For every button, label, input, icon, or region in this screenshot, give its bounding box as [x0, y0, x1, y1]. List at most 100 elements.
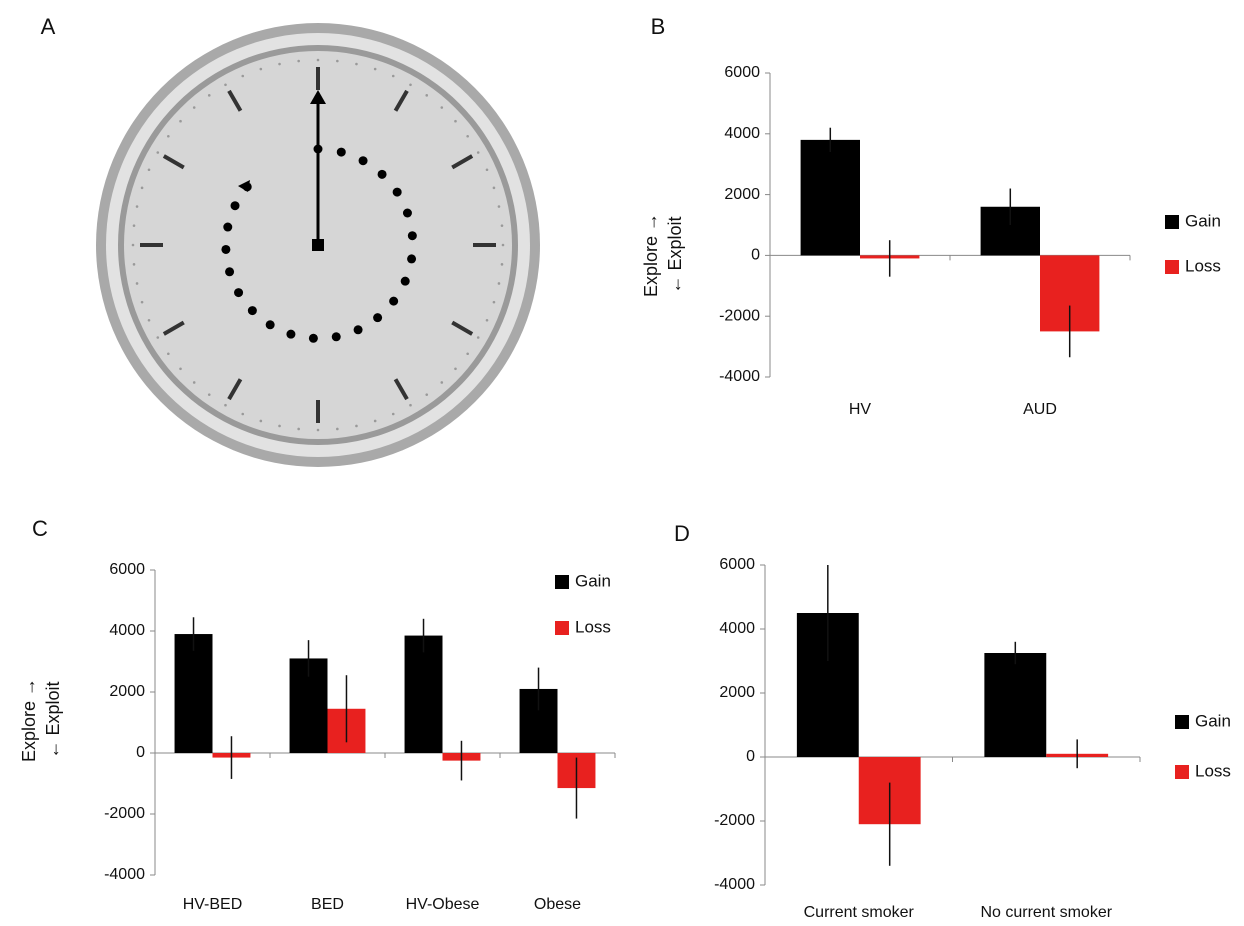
bar	[800, 139, 860, 256]
clock-path-dot	[373, 313, 383, 323]
clock-path-dot	[358, 156, 368, 166]
clock-hour-mark	[393, 378, 409, 401]
clock-minute-dot	[485, 168, 489, 172]
y-tick-label: 4000	[724, 125, 760, 142]
clock-minute-dot	[316, 428, 320, 432]
y-axis-label: Explore →	[19, 678, 39, 762]
clock-path-dot	[234, 288, 244, 298]
clock-minute-dot	[409, 403, 412, 407]
y-tick-label: -2000	[104, 805, 145, 822]
y-tick-label: -4000	[104, 866, 145, 883]
clock-minute-dot	[156, 336, 160, 339]
y-tick-label: -4000	[714, 876, 755, 893]
clock-minute-dot	[391, 74, 395, 78]
clock-path-dot	[223, 222, 233, 232]
clock-minute-dot	[167, 352, 170, 356]
clock-minute-dot	[440, 381, 444, 384]
clock-minute-dot	[336, 427, 339, 431]
legend-label: Gain	[1195, 711, 1231, 730]
y-axis-label: Explore →	[641, 213, 661, 297]
bar	[174, 634, 213, 753]
clock-minute-dot	[241, 412, 245, 416]
clock-minute-dot	[224, 83, 227, 87]
y-tick-label: -2000	[714, 812, 755, 829]
clock-path-dot	[331, 332, 341, 342]
y-tick-label: 4000	[719, 620, 755, 637]
clock-minute-dot	[425, 94, 429, 97]
clock-minute-dot	[373, 419, 377, 423]
clock-minute-dot	[131, 243, 135, 247]
clock-minute-dot	[500, 263, 504, 266]
clock-minute-dot	[336, 59, 339, 63]
clock-minute-dot	[147, 318, 151, 322]
clock-path-dot	[407, 254, 417, 264]
clock-minute-dot	[207, 393, 211, 396]
clock-path-dot	[336, 147, 346, 157]
clock-minute-dot	[132, 224, 136, 227]
y-tick-label: -4000	[719, 368, 760, 385]
clock-hand-arrow	[310, 90, 326, 104]
clock-minute-dot	[147, 168, 151, 172]
legend-swatch	[1165, 260, 1179, 274]
bar	[984, 653, 1047, 757]
clock-minute-dot	[179, 119, 182, 123]
panel-label: D	[674, 521, 690, 546]
clock-hour-mark	[162, 154, 185, 170]
clock-minute-dot	[259, 67, 263, 71]
clock-minute-dot	[391, 412, 395, 416]
clock-minute-dot	[259, 419, 263, 423]
clock-image	[96, 23, 540, 467]
clock-minute-dot	[192, 381, 196, 384]
y-tick-label: 6000	[719, 556, 755, 573]
legend-label: Gain	[1185, 211, 1221, 230]
clock-minute-dot	[224, 403, 227, 407]
clock-minute-dot	[425, 393, 429, 396]
y-tick-label: 6000	[724, 64, 760, 81]
y-tick-label: 2000	[724, 186, 760, 203]
clock-minute-dot	[355, 424, 358, 428]
clock-path-dot	[407, 231, 417, 241]
bar	[404, 635, 443, 753]
x-tick-label: Obese	[534, 896, 581, 913]
clock-minute-dot	[440, 106, 444, 109]
clock-minute-dot	[179, 367, 182, 371]
clock-path-dot	[377, 169, 387, 179]
clock-hour-mark	[451, 320, 474, 336]
y-tick-label: -2000	[719, 307, 760, 324]
clock-minute-dot	[316, 58, 320, 62]
clock-minute-dot	[278, 424, 281, 428]
legend-label: Loss	[575, 617, 611, 636]
clock-path-dot	[286, 329, 296, 339]
clock-path-dot	[225, 267, 235, 277]
clock-minute-dot	[466, 134, 469, 138]
clock-path-dot	[402, 208, 412, 218]
legend-label: Gain	[575, 571, 611, 590]
clock-minute-dot	[466, 352, 469, 356]
clock-path-dot	[308, 333, 318, 343]
clock-minute-dot	[476, 151, 480, 154]
y-tick-label: 2000	[719, 684, 755, 701]
x-tick-label: Current smoker	[804, 904, 915, 921]
x-tick-label: BED	[311, 896, 344, 913]
panel-label: C	[32, 516, 48, 541]
clock-minute-dot	[492, 300, 496, 304]
clock-minute-dot	[497, 282, 501, 285]
clock-path-arrow	[238, 180, 250, 192]
x-tick-label: HV	[849, 401, 872, 418]
clock-minute-dot	[297, 427, 300, 431]
clock-path-dot	[230, 201, 240, 211]
clock-path-dot	[247, 306, 257, 316]
y-axis-label: ← Exploit	[665, 216, 685, 293]
clock-minute-dot	[454, 367, 457, 371]
clock-hour-mark	[227, 89, 243, 112]
legend-label: Loss	[1195, 761, 1231, 780]
clock-minute-dot	[497, 205, 501, 208]
x-tick-label: HV-BED	[183, 896, 243, 913]
y-tick-label: 4000	[109, 622, 145, 639]
clock-path-dot	[353, 325, 363, 335]
y-tick-label: 6000	[109, 561, 145, 578]
y-tick-label: 0	[751, 247, 760, 264]
clock-minute-dot	[297, 59, 300, 63]
legend-label: Loss	[1185, 256, 1221, 275]
clock-minute-dot	[454, 119, 457, 123]
